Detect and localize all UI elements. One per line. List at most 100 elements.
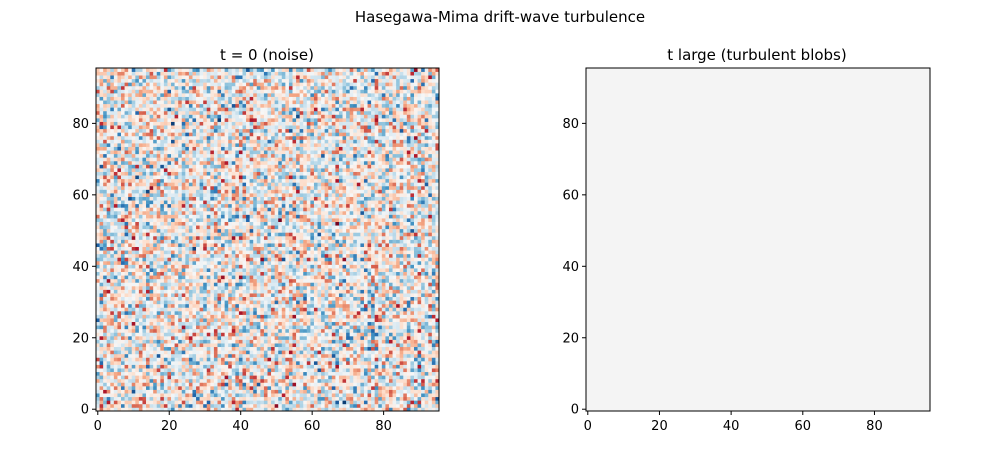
heatmap-cell bbox=[178, 385, 183, 390]
heatmap-cell bbox=[281, 285, 286, 290]
heatmap-cell bbox=[417, 378, 422, 383]
heatmap-cell bbox=[228, 328, 233, 333]
heatmap-cell bbox=[328, 225, 333, 230]
heatmap-cell bbox=[271, 300, 275, 305]
heatmap-cell bbox=[196, 257, 200, 262]
heatmap-cell bbox=[181, 375, 186, 380]
heatmap-cell bbox=[246, 346, 250, 351]
heatmap-cell bbox=[253, 264, 258, 269]
heatmap-cell bbox=[142, 407, 147, 412]
heatmap-cell bbox=[256, 232, 261, 237]
heatmap-cell bbox=[124, 275, 129, 280]
heatmap-cell bbox=[428, 360, 433, 365]
heatmap-cell bbox=[242, 375, 247, 380]
heatmap-cell bbox=[163, 389, 168, 394]
heatmap-cell bbox=[146, 260, 150, 265]
heatmap-cell bbox=[163, 407, 168, 412]
heatmap-cell bbox=[217, 285, 222, 290]
heatmap-cell bbox=[199, 239, 204, 244]
heatmap-cell bbox=[260, 264, 265, 269]
heatmap-cell bbox=[421, 296, 426, 301]
heatmap-cell bbox=[110, 268, 115, 272]
heatmap-cell bbox=[413, 400, 418, 405]
heatmap-cell bbox=[424, 282, 429, 287]
heatmap-cell bbox=[167, 228, 172, 233]
heatmap-cell bbox=[310, 368, 315, 373]
heatmap-cell bbox=[299, 371, 304, 376]
heatmap-cell bbox=[235, 296, 240, 301]
heatmap-cell bbox=[178, 285, 183, 290]
heatmap-cell bbox=[378, 293, 383, 298]
heatmap-cell bbox=[96, 282, 100, 287]
heatmap-cell bbox=[428, 346, 433, 351]
heatmap-cell bbox=[285, 253, 290, 258]
heatmap-cell bbox=[260, 253, 265, 258]
heatmap-cell bbox=[156, 243, 161, 247]
heatmap-cell bbox=[371, 382, 376, 387]
heatmap-cell bbox=[371, 228, 376, 233]
heatmap-cell bbox=[192, 300, 197, 305]
heatmap-cell bbox=[249, 268, 254, 272]
heatmap-cell bbox=[317, 368, 322, 373]
heatmap-cell bbox=[310, 282, 315, 287]
heatmap-cell bbox=[371, 303, 376, 308]
heatmap-cell bbox=[396, 400, 401, 405]
heatmap-cell bbox=[163, 293, 168, 298]
heatmap-cell bbox=[146, 278, 150, 283]
heatmap-cell bbox=[249, 235, 254, 240]
heatmap-cell bbox=[163, 357, 168, 362]
heatmap-cell bbox=[403, 235, 408, 240]
heatmap-cell bbox=[246, 257, 250, 262]
heatmap-cell bbox=[185, 325, 190, 330]
heatmap-cell bbox=[378, 325, 383, 330]
heatmap-cell bbox=[224, 328, 229, 333]
heatmap-cell bbox=[213, 393, 218, 398]
heatmap-cell bbox=[96, 353, 100, 358]
heatmap-cell bbox=[160, 382, 165, 387]
heatmap-cell bbox=[249, 321, 254, 326]
heatmap-cell bbox=[413, 289, 418, 294]
heatmap-cell bbox=[435, 303, 440, 308]
heatmap-cell bbox=[224, 289, 229, 294]
heatmap-cell bbox=[435, 396, 440, 401]
heatmap-cell bbox=[342, 314, 347, 319]
heatmap-cell bbox=[192, 396, 197, 401]
heatmap-cell bbox=[149, 378, 154, 383]
heatmap-cell bbox=[299, 300, 304, 305]
heatmap-cell bbox=[196, 335, 200, 340]
heatmap-cell bbox=[342, 293, 347, 298]
heatmap-cell bbox=[392, 271, 397, 276]
heatmap-cell bbox=[96, 271, 100, 276]
heatmap-cell bbox=[178, 343, 183, 348]
heatmap-cell bbox=[124, 296, 129, 301]
heatmap-cell bbox=[424, 364, 429, 369]
heatmap-cell bbox=[263, 268, 268, 272]
heatmap-cell bbox=[163, 332, 168, 337]
heatmap-cell bbox=[235, 228, 240, 233]
heatmap-cell bbox=[99, 339, 104, 344]
heatmap-cell bbox=[163, 350, 168, 355]
heatmap-cell bbox=[303, 300, 308, 305]
heatmap-cell bbox=[99, 275, 104, 280]
heatmap-cell bbox=[106, 353, 111, 358]
heatmap-cell bbox=[285, 403, 290, 408]
heatmap-cell bbox=[238, 293, 243, 298]
heatmap-cell bbox=[260, 293, 265, 298]
heatmap-cell bbox=[110, 403, 115, 408]
heatmap-cell bbox=[324, 357, 329, 362]
heatmap-cell bbox=[310, 253, 315, 258]
heatmap-cell bbox=[317, 282, 322, 287]
heatmap-cell bbox=[142, 243, 147, 247]
heatmap-cell bbox=[235, 396, 240, 401]
heatmap-cell bbox=[274, 275, 279, 280]
heatmap-cell bbox=[356, 250, 361, 255]
heatmap-cell bbox=[228, 264, 233, 269]
heatmap-cell bbox=[371, 314, 376, 319]
heatmap-cell bbox=[292, 396, 297, 401]
heatmap-cell bbox=[238, 393, 243, 398]
heatmap-cell bbox=[185, 350, 190, 355]
heatmap-cell bbox=[156, 257, 161, 262]
heatmap-cell bbox=[188, 339, 193, 344]
heatmap-cell bbox=[363, 378, 368, 383]
heatmap-cell bbox=[356, 271, 361, 276]
